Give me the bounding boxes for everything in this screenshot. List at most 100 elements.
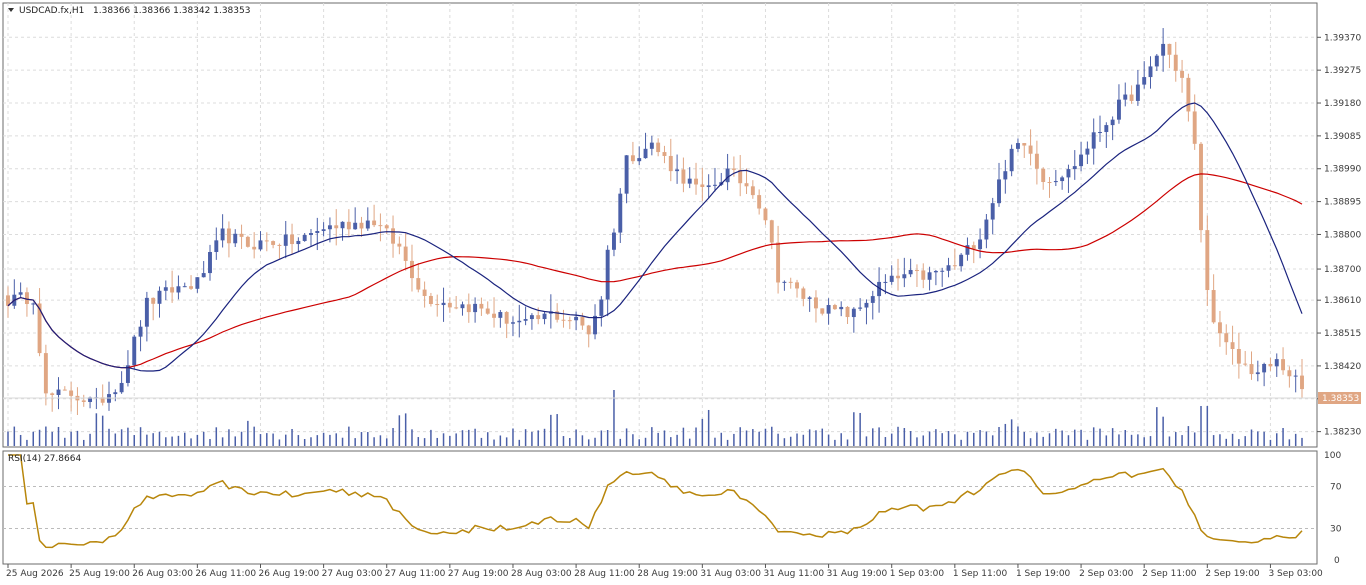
candle-body[interactable] xyxy=(814,297,818,309)
candle-body[interactable] xyxy=(694,178,698,185)
candle-body[interactable] xyxy=(1243,363,1248,365)
candle-body[interactable] xyxy=(801,288,806,299)
candle-body[interactable] xyxy=(940,270,945,272)
candle-body[interactable] xyxy=(839,306,844,310)
candle-body[interactable] xyxy=(1211,290,1216,323)
candle-body[interactable] xyxy=(1085,148,1090,155)
candle-body[interactable] xyxy=(384,225,389,229)
candle-body[interactable] xyxy=(883,281,888,283)
candle-body[interactable] xyxy=(1022,143,1027,146)
candle-body[interactable] xyxy=(574,316,579,321)
candle-body[interactable] xyxy=(24,292,29,305)
candle-body[interactable] xyxy=(555,311,560,320)
candle-body[interactable] xyxy=(687,178,692,184)
candle-body[interactable] xyxy=(359,222,364,229)
candle-body[interactable] xyxy=(1230,342,1235,349)
candle-body[interactable] xyxy=(290,234,295,245)
candle-body[interactable] xyxy=(870,296,875,303)
candle-body[interactable] xyxy=(1091,132,1096,149)
candle-body[interactable] xyxy=(113,392,118,395)
candle-body[interactable] xyxy=(315,231,320,234)
candle-body[interactable] xyxy=(959,254,964,267)
candle-body[interactable] xyxy=(908,270,913,275)
candle-body[interactable] xyxy=(1123,94,1128,100)
candle-body[interactable] xyxy=(599,299,604,316)
candle-body[interactable] xyxy=(511,322,515,324)
candle-body[interactable] xyxy=(1129,94,1134,101)
candle-body[interactable] xyxy=(896,275,900,279)
candle-body[interactable] xyxy=(984,219,989,240)
candle-body[interactable] xyxy=(630,155,635,162)
candle-body[interactable] xyxy=(832,305,837,310)
candle-body[interactable] xyxy=(138,326,143,337)
candle-body[interactable] xyxy=(946,265,951,271)
candle-body[interactable] xyxy=(100,397,105,403)
candle-body[interactable] xyxy=(820,308,825,314)
candle-body[interactable] xyxy=(220,228,225,241)
candle-body[interactable] xyxy=(157,290,162,304)
candle-body[interactable] xyxy=(466,304,471,313)
candle-body[interactable] xyxy=(334,225,339,229)
candle-body[interactable] xyxy=(43,353,48,394)
candle-body[interactable] xyxy=(864,302,869,308)
candle-body[interactable] xyxy=(378,225,383,227)
candle-body[interactable] xyxy=(643,148,648,159)
candle-body[interactable] xyxy=(321,229,326,232)
price-panel[interactable] xyxy=(2,2,1318,448)
candle-body[interactable] xyxy=(296,240,301,245)
candle-body[interactable] xyxy=(182,286,187,288)
candle-body[interactable] xyxy=(208,252,212,274)
candle-body[interactable] xyxy=(245,236,250,247)
candle-body[interactable] xyxy=(1135,84,1140,101)
candle-body[interactable] xyxy=(1148,66,1153,78)
candle-body[interactable] xyxy=(927,272,932,280)
candle-body[interactable] xyxy=(226,228,231,244)
candle-body[interactable] xyxy=(1072,166,1077,170)
candle-body[interactable] xyxy=(612,232,616,250)
candle-body[interactable] xyxy=(567,320,572,322)
candle-body[interactable] xyxy=(125,365,130,383)
candle-body[interactable] xyxy=(1047,181,1052,183)
candle-body[interactable] xyxy=(851,308,856,318)
candle-body[interactable] xyxy=(725,168,730,183)
candle-body[interactable] xyxy=(403,246,408,261)
candle-body[interactable] xyxy=(750,186,755,196)
candle-body[interactable] xyxy=(258,240,263,250)
candle-body[interactable] xyxy=(435,304,440,306)
candle-body[interactable] xyxy=(1079,154,1084,167)
candle-body[interactable] xyxy=(990,203,995,220)
candle-body[interactable] xyxy=(81,400,86,402)
candle-body[interactable] xyxy=(1249,364,1254,375)
candle-body[interactable] xyxy=(416,278,421,290)
candle-body[interactable] xyxy=(877,281,882,297)
candle-body[interactable] xyxy=(776,242,781,283)
candle-body[interactable] xyxy=(88,397,93,402)
candle-body[interactable] xyxy=(914,270,919,272)
candle-body[interactable] xyxy=(1236,348,1241,364)
candle-body[interactable] xyxy=(454,307,459,309)
candle-body[interactable] xyxy=(1009,148,1014,172)
candle-body[interactable] xyxy=(700,184,705,188)
candle-body[interactable] xyxy=(769,220,774,243)
candle-body[interactable] xyxy=(656,142,661,153)
candle-body[interactable] xyxy=(132,336,137,366)
candle-body[interactable] xyxy=(1154,55,1159,67)
candle-body[interactable] xyxy=(492,313,496,318)
candle-body[interactable] xyxy=(1293,375,1298,377)
candle-body[interactable] xyxy=(542,313,547,320)
candle-body[interactable] xyxy=(1167,43,1172,55)
candle-body[interactable] xyxy=(460,304,465,309)
candle-body[interactable] xyxy=(346,221,351,230)
candle-body[interactable] xyxy=(1116,99,1121,120)
candle-body[interactable] xyxy=(485,308,490,314)
candle-body[interactable] xyxy=(933,270,938,273)
candle-body[interactable] xyxy=(327,225,332,230)
candle-body[interactable] xyxy=(952,265,957,267)
candle-body[interactable] xyxy=(763,208,768,221)
candle-body[interactable] xyxy=(504,312,509,324)
candle-body[interactable] xyxy=(1274,359,1279,367)
candle-body[interactable] xyxy=(1034,153,1039,169)
candle-body[interactable] xyxy=(858,307,863,309)
candle-body[interactable] xyxy=(239,233,244,237)
candle-body[interactable] xyxy=(1015,143,1020,149)
